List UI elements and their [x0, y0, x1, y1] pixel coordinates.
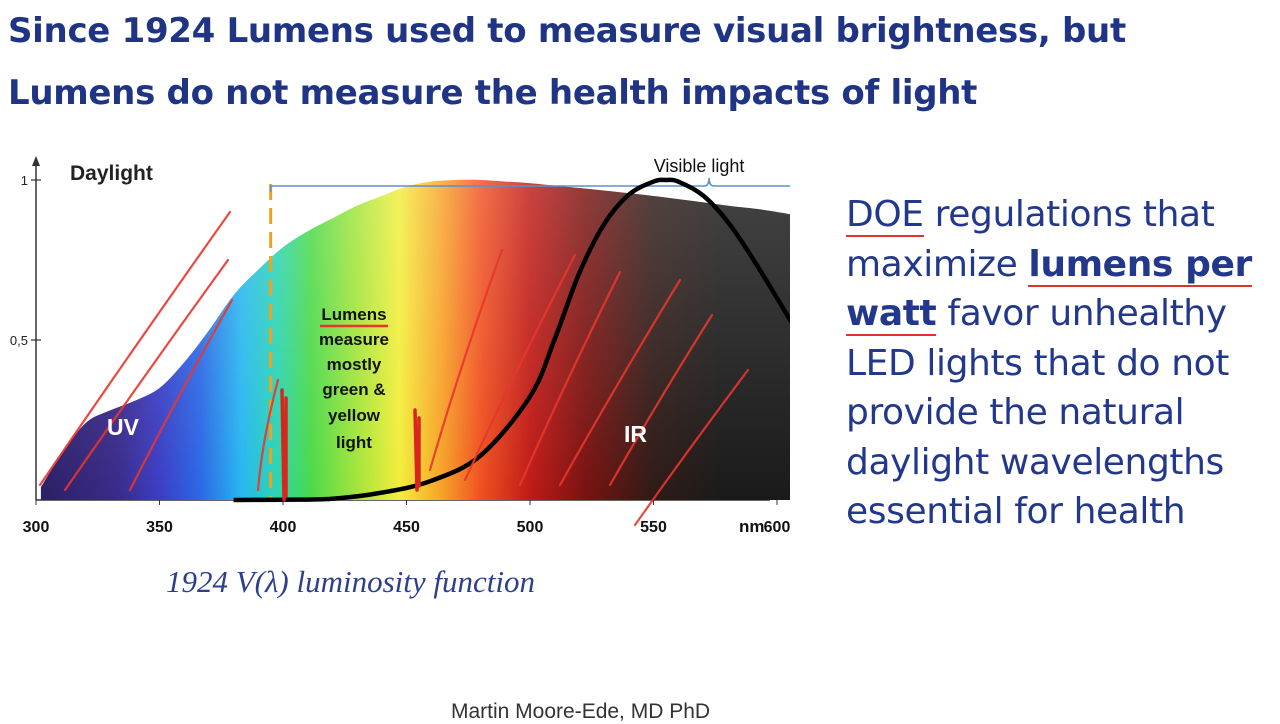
x-tick-label: 500 — [517, 519, 544, 536]
red-stroke — [428, 248, 504, 472]
red-stroke — [558, 278, 682, 487]
red-stroke — [463, 253, 577, 482]
x-tick-label: 600 — [764, 519, 790, 536]
x-axis-ticks: 300350400450500550600650700750800850 — [23, 500, 790, 536]
x-tick-label: 300 — [23, 519, 50, 536]
visible-light-bracket: Visible light — [269, 156, 790, 192]
lumens-line-2: mostly — [327, 355, 382, 374]
red-mark-vertical — [413, 408, 421, 492]
sidebar-statement: DOE regulations that maximize lumens per… — [846, 190, 1276, 537]
sidebar-text-2: favor unhealthy LED lights that do not p… — [846, 293, 1229, 532]
sidebar-lumens-per-watt: lumens per watt — [846, 243, 1252, 336]
x-tick-label: 350 — [146, 519, 173, 536]
x-axis-unit: nm — [739, 517, 765, 536]
title-line-2: Lumens do not measure the health impacts… — [8, 73, 978, 113]
bracket-line — [269, 177, 790, 192]
uv-label: UV — [107, 414, 140, 440]
x-tick-label: 450 — [393, 519, 420, 536]
red-stroke — [128, 298, 234, 492]
daylight-spectrum-sheen — [40, 179, 790, 500]
ir-label: IR — [624, 421, 647, 447]
chart-caption: 1924 V(λ) luminosity function — [166, 564, 536, 599]
sidebar-doe: DOE — [846, 194, 924, 237]
lumens-curve — [233, 177, 790, 503]
lumens-annotation: Lumens measure mostly green & yellow lig… — [319, 305, 389, 452]
slide-title: Since 1924 Lumens used to measure visual… — [8, 0, 1268, 124]
x-tick-label: 550 — [640, 519, 667, 536]
lumens-line-3: green & — [322, 380, 385, 399]
red-stroke — [38, 210, 232, 487]
title-line-1: Since 1924 Lumens used to measure visual… — [8, 11, 1126, 51]
red-stroke — [608, 313, 714, 487]
red-stroke — [256, 378, 280, 492]
daylight-label: Daylight — [70, 162, 153, 185]
y-axis-ticks: 0,51 — [10, 173, 41, 348]
red-stroke — [63, 258, 230, 492]
y-tick-label: 1 — [21, 173, 28, 188]
visible-light-label: Visible light — [654, 156, 745, 176]
red-stroke — [518, 270, 622, 487]
lumens-line-1: measure — [319, 330, 389, 349]
x-tick-label: 400 — [270, 519, 297, 536]
y-tick-label: 0,5 — [10, 333, 28, 348]
sidebar-text-1: regulations that maximize — [846, 194, 1215, 285]
lumens-line-5: light — [336, 433, 372, 452]
footer-author: Martin Moore-Ede, MD PhD — [451, 700, 711, 723]
hand-drawn-red-marks — [38, 210, 750, 527]
lumens-word: Lumens — [321, 305, 386, 324]
visible-boundaries — [269, 184, 273, 500]
y-axis-arrow — [32, 156, 40, 166]
daylight-spectrum-chart: Visible light 30035040045050055060065070… — [10, 156, 790, 536]
red-mark-vertical — [280, 388, 288, 502]
lumens-line-4: yellow — [328, 406, 381, 425]
red-stroke — [633, 368, 750, 527]
